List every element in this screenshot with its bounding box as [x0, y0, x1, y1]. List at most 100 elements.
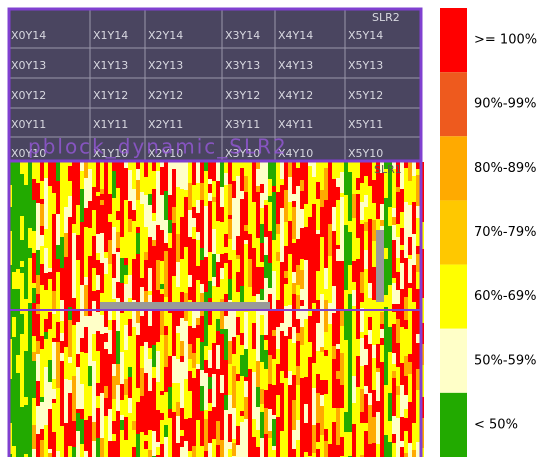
congestion-cell — [360, 272, 364, 293]
congestion-cell — [64, 182, 68, 207]
congestion-cell — [88, 242, 92, 256]
congestion-cell — [340, 310, 344, 326]
legend-swatch — [440, 200, 467, 264]
congestion-cell — [104, 333, 108, 342]
congestion-cell — [268, 259, 272, 263]
congestion-cell — [156, 382, 160, 410]
congestion-cell — [284, 362, 288, 378]
congestion-cell — [48, 360, 52, 382]
congestion-cell — [64, 162, 68, 172]
congestion-cell — [132, 421, 136, 430]
congestion-cell — [52, 389, 56, 399]
congestion-cell — [180, 426, 184, 430]
congestion-cell — [332, 162, 336, 179]
congestion-cell — [84, 387, 88, 393]
congestion-cell — [40, 402, 44, 429]
congestion-cell — [148, 257, 152, 262]
congestion-cell — [256, 327, 260, 353]
congestion-cell — [128, 433, 132, 446]
congestion-cell — [60, 353, 64, 361]
congestion-cell — [344, 340, 348, 349]
congestion-cell — [96, 253, 100, 260]
congestion-cell — [112, 441, 116, 457]
congestion-cell — [316, 182, 320, 199]
congestion-cell — [276, 327, 280, 349]
clock-region-label: X3Y11 — [225, 118, 260, 131]
congestion-cell — [160, 395, 164, 413]
congestion-cell — [116, 252, 120, 282]
congestion-cell — [220, 440, 224, 457]
congestion-cell — [292, 294, 296, 319]
congestion-cell — [360, 302, 364, 308]
congestion-cell — [300, 327, 304, 345]
congestion-cell — [352, 403, 356, 424]
congestion-cell — [396, 179, 400, 187]
congestion-cell — [128, 256, 132, 275]
congestion-cell — [20, 267, 24, 273]
congestion-cell — [360, 308, 364, 332]
congestion-cell — [112, 376, 116, 399]
congestion-cell — [228, 414, 232, 442]
congestion-cell — [288, 311, 292, 327]
congestion-cell — [204, 419, 208, 451]
congestion-cell — [380, 362, 384, 371]
congestion-cell — [364, 176, 368, 195]
congestion-cell — [136, 254, 140, 279]
congestion-cell — [244, 397, 248, 419]
congestion-cell — [20, 431, 24, 454]
congestion-cell — [228, 239, 232, 260]
congestion-cell — [152, 221, 156, 240]
congestion-cell — [160, 359, 164, 375]
clock-region-label: X3Y14 — [225, 29, 260, 42]
congestion-cell — [292, 243, 296, 272]
congestion-cell — [188, 275, 192, 287]
congestion-cell — [344, 349, 348, 378]
congestion-cell — [44, 229, 48, 248]
congestion-cell — [44, 400, 48, 425]
congestion-cell — [280, 331, 284, 336]
congestion-cell — [316, 230, 320, 234]
congestion-cell — [356, 339, 360, 356]
congestion-cell — [216, 193, 220, 221]
congestion-cell — [100, 393, 104, 414]
congestion-cell — [100, 162, 104, 182]
congestion-cell — [328, 360, 332, 389]
congestion-cell — [232, 337, 236, 354]
congestion-cell — [176, 402, 180, 416]
congestion-cell — [116, 282, 120, 298]
congestion-cell — [208, 350, 212, 368]
congestion-cell — [120, 313, 124, 330]
congestion-cell — [72, 376, 76, 386]
congestion-cell — [144, 397, 148, 403]
congestion-cell — [212, 450, 216, 457]
congestion-cell — [180, 436, 184, 447]
congestion-cell — [16, 162, 20, 178]
congestion-cell — [208, 179, 212, 184]
congestion-cell — [208, 325, 212, 350]
congestion-cell — [152, 213, 156, 221]
congestion-cell — [312, 290, 316, 303]
congestion-cell — [24, 281, 28, 292]
congestion-cell — [244, 244, 248, 267]
congestion-cell — [164, 191, 168, 220]
congestion-cell — [28, 279, 32, 290]
congestion-cell — [272, 240, 276, 258]
congestion-cell — [416, 162, 420, 169]
congestion-cell — [412, 379, 416, 403]
congestion-cell — [364, 222, 368, 231]
congestion-cell — [208, 389, 212, 403]
congestion-cell — [124, 220, 128, 241]
congestion-cell — [196, 175, 200, 183]
congestion-cell — [24, 351, 28, 379]
congestion-cell — [152, 189, 156, 213]
congestion-cell — [80, 384, 84, 409]
congestion-cell — [324, 332, 328, 339]
congestion-cell — [96, 331, 100, 351]
congestion-cell — [380, 371, 384, 402]
congestion-cell — [416, 369, 420, 390]
congestion-cell — [360, 224, 364, 239]
congestion-cell — [156, 410, 160, 437]
congestion-cell — [84, 260, 88, 277]
congestion-cell — [84, 162, 88, 178]
congestion-cell — [312, 177, 316, 204]
